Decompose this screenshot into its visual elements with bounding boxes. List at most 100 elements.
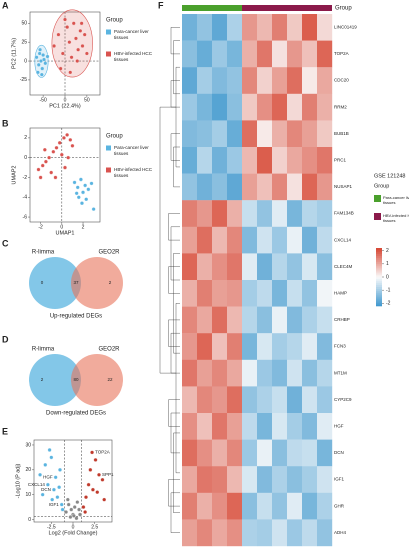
heat-cell (317, 67, 333, 94)
heat-cell (257, 226, 273, 254)
dendrogram (175, 303, 180, 474)
heat-cell (302, 93, 318, 121)
colorbar-label: -1 (386, 288, 391, 294)
annotation: HGF (43, 474, 53, 479)
point (75, 59, 80, 63)
venn-count: 0 (41, 280, 44, 285)
heat-cell (302, 120, 318, 148)
row-label: HGF (334, 423, 344, 428)
plot-area (29, 127, 101, 223)
panel-letter: E (2, 426, 8, 436)
heat-cell (182, 67, 198, 94)
heat-cell (242, 147, 258, 174)
point (57, 140, 62, 145)
point (69, 507, 74, 512)
heat-cell (227, 173, 243, 201)
legend-title: Group (106, 134, 123, 140)
row-label: CLEC4M (334, 264, 353, 269)
colorbar-step (376, 284, 382, 287)
heat-cell (257, 492, 273, 520)
heat-cell (317, 306, 333, 334)
heat-cell (272, 253, 288, 281)
point (95, 490, 100, 495)
heat-cell (317, 466, 333, 493)
heat-cell (317, 333, 333, 360)
point (59, 502, 64, 507)
heat-cell (317, 14, 333, 41)
heat-cell (212, 173, 228, 201)
heat-cell (212, 359, 228, 387)
y-tick-label: 0 (24, 155, 27, 161)
point (35, 70, 40, 75)
point (58, 467, 62, 472)
row-label: MT1M (334, 370, 347, 375)
point (41, 53, 46, 57)
heat-cell (287, 439, 303, 467)
heat-cell (197, 173, 213, 201)
row-label: IGF1 (334, 477, 344, 482)
colorbar-step (376, 300, 382, 303)
heat-cell (212, 519, 228, 547)
heat-cell (212, 306, 228, 334)
point (102, 497, 107, 502)
colorbar-label: -2 (386, 301, 391, 307)
point (63, 17, 67, 22)
row-label: CRHBP (334, 317, 350, 322)
dendrogram (168, 266, 180, 294)
x-axis-label: Log2 (Fold Change) (49, 530, 98, 536)
point (100, 477, 105, 482)
heat-cell (317, 519, 333, 547)
x-tick-label: -2.5 (47, 524, 56, 530)
point (90, 450, 95, 455)
heat-cell (272, 14, 288, 41)
heat-cell (302, 466, 318, 493)
heat-cell (317, 40, 333, 68)
heat-cell (272, 519, 288, 547)
colorbar-step (376, 253, 382, 257)
venn-set (71, 257, 123, 309)
row-label: BUB1B (334, 131, 349, 136)
heat-cell (302, 200, 318, 227)
point (60, 51, 65, 56)
heat-cell (257, 280, 273, 307)
point (49, 455, 54, 460)
point (71, 513, 76, 518)
heat-cell (302, 14, 318, 41)
point (57, 485, 62, 490)
set-label: R-limma (32, 250, 55, 256)
point (55, 495, 60, 500)
dendrogram (168, 399, 180, 427)
colorbar-step (376, 263, 382, 266)
heat-cell (182, 519, 198, 547)
x-tick-label: 0 (64, 97, 67, 103)
heat-cell (257, 333, 273, 360)
heat-cell (242, 333, 258, 360)
heat-cell (212, 40, 228, 68)
point (84, 51, 89, 56)
point (73, 36, 78, 41)
venn-caption: Up-regulated DEGs (50, 314, 102, 320)
heat-cell (227, 280, 243, 307)
heat-cell (317, 413, 333, 440)
y-tick-label: 2 (24, 135, 27, 141)
point (49, 170, 54, 175)
heat-cell (242, 413, 258, 440)
colorbar-step (376, 304, 382, 307)
heat-cell (287, 226, 303, 254)
row-label: GHR (334, 503, 345, 508)
heat-cell (197, 386, 213, 414)
x-tick-label: 0 (60, 224, 63, 230)
point (84, 495, 88, 500)
point (65, 132, 70, 137)
colorbar-step (376, 259, 382, 262)
heat-cell (272, 147, 288, 174)
y-tick-label: -6 (23, 214, 28, 220)
heat-cell (257, 93, 273, 121)
point (67, 40, 72, 45)
heat-cell (302, 413, 318, 440)
point (81, 505, 86, 510)
heat-cell (317, 439, 333, 467)
point (70, 143, 75, 148)
